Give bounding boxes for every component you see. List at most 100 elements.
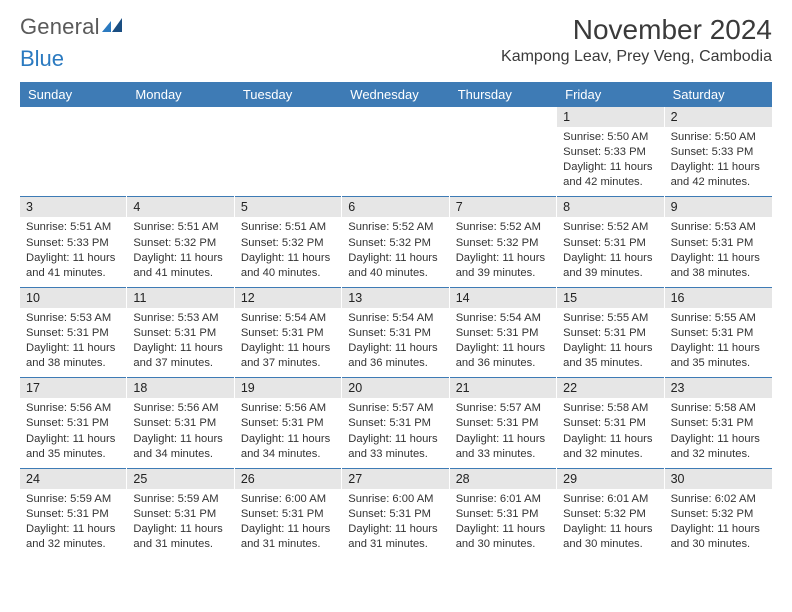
sunrise-text: Sunrise: 5:55 AM bbox=[671, 311, 766, 326]
day-cell: 1Sunrise: 5:50 AMSunset: 5:33 PMDaylight… bbox=[557, 107, 664, 196]
sunset-text: Sunset: 5:31 PM bbox=[241, 326, 335, 341]
sunrise-text: Sunrise: 5:58 AM bbox=[563, 401, 657, 416]
day-number: 20 bbox=[342, 377, 448, 398]
daylight-text: Daylight: 11 hours and 34 minutes. bbox=[241, 432, 335, 462]
day-cell: 26Sunrise: 6:00 AMSunset: 5:31 PMDayligh… bbox=[235, 468, 342, 558]
sunrise-text: Sunrise: 6:01 AM bbox=[563, 492, 657, 507]
sunset-text: Sunset: 5:32 PM bbox=[456, 236, 550, 251]
day-body: Sunrise: 5:54 AMSunset: 5:31 PMDaylight:… bbox=[235, 308, 341, 377]
day-number: 11 bbox=[127, 287, 233, 308]
daylight-text: Daylight: 11 hours and 39 minutes. bbox=[456, 251, 550, 281]
day-number bbox=[127, 107, 233, 127]
week-row: 24Sunrise: 5:59 AMSunset: 5:31 PMDayligh… bbox=[20, 468, 772, 558]
day-body: Sunrise: 5:50 AMSunset: 5:33 PMDaylight:… bbox=[665, 127, 772, 196]
week-row: 1Sunrise: 5:50 AMSunset: 5:33 PMDaylight… bbox=[20, 107, 772, 196]
day-number: 29 bbox=[557, 468, 663, 489]
sunset-text: Sunset: 5:31 PM bbox=[26, 416, 120, 431]
sunset-text: Sunset: 5:31 PM bbox=[26, 326, 120, 341]
daylight-text: Daylight: 11 hours and 40 minutes. bbox=[348, 251, 442, 281]
day-body bbox=[127, 127, 233, 191]
day-cell: 13Sunrise: 5:54 AMSunset: 5:31 PMDayligh… bbox=[342, 287, 449, 377]
daylight-text: Daylight: 11 hours and 39 minutes. bbox=[563, 251, 657, 281]
sunrise-text: Sunrise: 5:57 AM bbox=[348, 401, 442, 416]
day-cell: 22Sunrise: 5:58 AMSunset: 5:31 PMDayligh… bbox=[557, 377, 664, 467]
day-number: 14 bbox=[450, 287, 556, 308]
sunrise-text: Sunrise: 5:52 AM bbox=[456, 220, 550, 235]
sunset-text: Sunset: 5:31 PM bbox=[671, 416, 766, 431]
sunset-text: Sunset: 5:33 PM bbox=[671, 145, 766, 160]
day-body: Sunrise: 5:51 AMSunset: 5:33 PMDaylight:… bbox=[20, 217, 126, 286]
day-number: 10 bbox=[20, 287, 126, 308]
day-body: Sunrise: 5:57 AMSunset: 5:31 PMDaylight:… bbox=[450, 398, 556, 467]
day-body: Sunrise: 6:01 AMSunset: 5:32 PMDaylight:… bbox=[557, 489, 663, 558]
sunset-text: Sunset: 5:31 PM bbox=[133, 416, 227, 431]
day-number: 22 bbox=[557, 377, 663, 398]
day-body: Sunrise: 5:58 AMSunset: 5:31 PMDaylight:… bbox=[665, 398, 772, 467]
daylight-text: Daylight: 11 hours and 31 minutes. bbox=[133, 522, 227, 552]
sunset-text: Sunset: 5:31 PM bbox=[26, 507, 120, 522]
dow-saturday: Saturday bbox=[665, 83, 772, 107]
daylight-text: Daylight: 11 hours and 30 minutes. bbox=[563, 522, 657, 552]
day-number: 30 bbox=[665, 468, 772, 489]
day-number: 2 bbox=[665, 107, 772, 127]
day-cell: 6Sunrise: 5:52 AMSunset: 5:32 PMDaylight… bbox=[342, 196, 449, 286]
day-number: 8 bbox=[557, 196, 663, 217]
day-number: 18 bbox=[127, 377, 233, 398]
day-cell: 27Sunrise: 6:00 AMSunset: 5:31 PMDayligh… bbox=[342, 468, 449, 558]
sunrise-text: Sunrise: 6:02 AM bbox=[671, 492, 766, 507]
day-body: Sunrise: 6:02 AMSunset: 5:32 PMDaylight:… bbox=[665, 489, 772, 558]
day-cell: 20Sunrise: 5:57 AMSunset: 5:31 PMDayligh… bbox=[342, 377, 449, 467]
daylight-text: Daylight: 11 hours and 38 minutes. bbox=[26, 341, 120, 371]
day-cell: 24Sunrise: 5:59 AMSunset: 5:31 PMDayligh… bbox=[20, 468, 127, 558]
day-number: 27 bbox=[342, 468, 448, 489]
day-number: 12 bbox=[235, 287, 341, 308]
day-cell: 3Sunrise: 5:51 AMSunset: 5:33 PMDaylight… bbox=[20, 196, 127, 286]
daylight-text: Daylight: 11 hours and 42 minutes. bbox=[671, 160, 766, 190]
daylight-text: Daylight: 11 hours and 36 minutes. bbox=[348, 341, 442, 371]
day-number: 1 bbox=[557, 107, 663, 127]
day-cell: 16Sunrise: 5:55 AMSunset: 5:31 PMDayligh… bbox=[665, 287, 772, 377]
day-number: 23 bbox=[665, 377, 772, 398]
day-body: Sunrise: 5:54 AMSunset: 5:31 PMDaylight:… bbox=[450, 308, 556, 377]
day-body: Sunrise: 6:01 AMSunset: 5:31 PMDaylight:… bbox=[450, 489, 556, 558]
day-number: 5 bbox=[235, 196, 341, 217]
day-of-week-header-row: Sunday Monday Tuesday Wednesday Thursday… bbox=[20, 83, 772, 107]
daylight-text: Daylight: 11 hours and 32 minutes. bbox=[671, 432, 766, 462]
daylight-text: Daylight: 11 hours and 33 minutes. bbox=[348, 432, 442, 462]
dow-friday: Friday bbox=[557, 83, 664, 107]
sunrise-text: Sunrise: 5:52 AM bbox=[348, 220, 442, 235]
daylight-text: Daylight: 11 hours and 31 minutes. bbox=[241, 522, 335, 552]
dow-thursday: Thursday bbox=[450, 83, 557, 107]
day-number bbox=[235, 107, 341, 127]
day-body: Sunrise: 5:55 AMSunset: 5:31 PMDaylight:… bbox=[665, 308, 772, 377]
day-number: 24 bbox=[20, 468, 126, 489]
sunrise-text: Sunrise: 5:53 AM bbox=[26, 311, 120, 326]
sunrise-text: Sunrise: 5:50 AM bbox=[563, 130, 657, 145]
daylight-text: Daylight: 11 hours and 34 minutes. bbox=[133, 432, 227, 462]
day-cell bbox=[450, 107, 557, 196]
day-number: 28 bbox=[450, 468, 556, 489]
sunset-text: Sunset: 5:31 PM bbox=[133, 326, 227, 341]
day-cell bbox=[127, 107, 234, 196]
day-cell: 14Sunrise: 5:54 AMSunset: 5:31 PMDayligh… bbox=[450, 287, 557, 377]
day-body: Sunrise: 5:52 AMSunset: 5:31 PMDaylight:… bbox=[557, 217, 663, 286]
day-body bbox=[450, 127, 556, 191]
daylight-text: Daylight: 11 hours and 36 minutes. bbox=[456, 341, 550, 371]
sunset-text: Sunset: 5:31 PM bbox=[456, 416, 550, 431]
day-body: Sunrise: 5:57 AMSunset: 5:31 PMDaylight:… bbox=[342, 398, 448, 467]
day-body: Sunrise: 5:58 AMSunset: 5:31 PMDaylight:… bbox=[557, 398, 663, 467]
sunset-text: Sunset: 5:32 PM bbox=[671, 507, 766, 522]
day-number: 9 bbox=[665, 196, 772, 217]
daylight-text: Daylight: 11 hours and 32 minutes. bbox=[563, 432, 657, 462]
day-cell bbox=[342, 107, 449, 196]
sunset-text: Sunset: 5:31 PM bbox=[348, 326, 442, 341]
daylight-text: Daylight: 11 hours and 30 minutes. bbox=[671, 522, 766, 552]
day-body bbox=[20, 127, 126, 191]
daylight-text: Daylight: 11 hours and 40 minutes. bbox=[241, 251, 335, 281]
day-number: 21 bbox=[450, 377, 556, 398]
dow-monday: Monday bbox=[127, 83, 234, 107]
sunset-text: Sunset: 5:32 PM bbox=[133, 236, 227, 251]
sunrise-text: Sunrise: 6:00 AM bbox=[241, 492, 335, 507]
sunrise-text: Sunrise: 6:00 AM bbox=[348, 492, 442, 507]
week-row: 10Sunrise: 5:53 AMSunset: 5:31 PMDayligh… bbox=[20, 287, 772, 377]
